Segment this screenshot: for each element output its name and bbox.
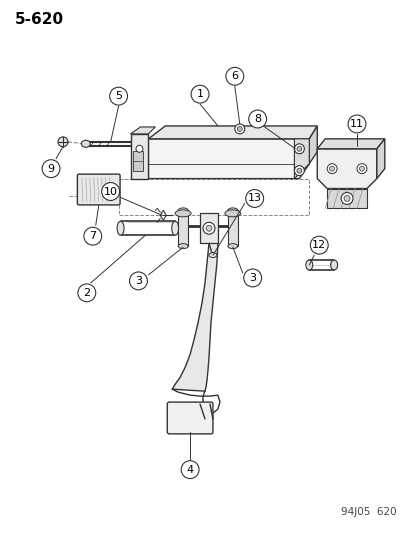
Text: 3: 3 [249,273,256,283]
Polygon shape [316,139,384,149]
Ellipse shape [175,210,191,217]
Circle shape [340,192,352,205]
Circle shape [237,126,242,132]
Text: 94J05  620: 94J05 620 [340,507,396,518]
Ellipse shape [117,221,124,235]
Circle shape [135,146,142,152]
Polygon shape [130,127,155,134]
Polygon shape [326,189,366,208]
Circle shape [358,166,363,171]
Text: 7: 7 [89,231,96,241]
Text: 9: 9 [47,164,55,174]
Circle shape [347,115,365,133]
Bar [133,151,143,171]
Polygon shape [172,243,217,391]
Circle shape [191,85,209,103]
Circle shape [109,87,127,105]
Text: 8: 8 [254,114,261,124]
Circle shape [129,272,147,290]
Text: 5: 5 [115,91,122,101]
Polygon shape [309,126,316,164]
Circle shape [294,144,304,154]
Ellipse shape [178,208,188,213]
Text: 6: 6 [231,71,238,82]
Bar [227,211,237,246]
Text: 2: 2 [83,288,90,298]
Text: 3: 3 [135,276,142,286]
FancyBboxPatch shape [77,174,120,205]
Ellipse shape [209,253,216,257]
Circle shape [42,160,60,177]
Circle shape [78,284,95,302]
Text: 1: 1 [196,89,203,99]
Circle shape [206,225,211,231]
Polygon shape [130,134,148,179]
Bar [178,211,188,246]
Text: 11: 11 [349,119,363,129]
Circle shape [234,124,244,134]
Circle shape [294,166,304,175]
Ellipse shape [305,260,312,270]
Circle shape [245,190,263,207]
Circle shape [102,183,119,200]
Text: 12: 12 [311,240,325,250]
Ellipse shape [224,210,240,217]
Circle shape [181,461,199,479]
Text: 13: 13 [247,193,261,204]
Ellipse shape [227,244,237,248]
Circle shape [202,222,214,234]
Circle shape [243,269,261,287]
Ellipse shape [227,208,237,213]
Ellipse shape [178,244,188,248]
Circle shape [83,227,102,245]
Circle shape [326,164,336,174]
Polygon shape [199,213,217,243]
Polygon shape [376,139,384,179]
Circle shape [329,166,334,171]
Circle shape [248,110,266,128]
Polygon shape [316,149,376,189]
Circle shape [296,147,301,151]
Ellipse shape [171,221,178,235]
Circle shape [310,236,328,254]
Circle shape [343,196,349,201]
Text: 10: 10 [103,187,117,197]
Circle shape [296,168,301,173]
Polygon shape [148,126,316,139]
Circle shape [58,137,68,147]
Polygon shape [148,139,309,179]
Text: 4: 4 [186,465,193,474]
Text: 5-620: 5-620 [15,12,64,27]
Circle shape [225,67,243,85]
Circle shape [356,164,366,174]
Ellipse shape [330,260,337,270]
FancyBboxPatch shape [167,402,212,434]
Ellipse shape [81,140,90,147]
Polygon shape [294,139,309,179]
